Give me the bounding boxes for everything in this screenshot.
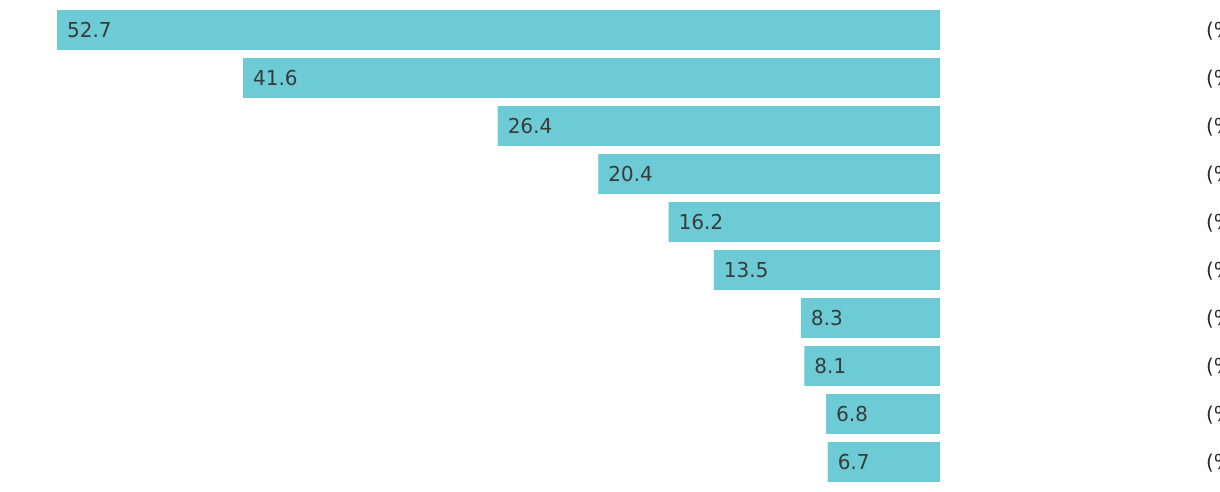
data-label: 20.4 [608, 162, 653, 186]
data-label: 41.6 [253, 66, 298, 90]
category-label: سلوفينيا (9.3%) [1206, 114, 1220, 138]
bar [57, 10, 940, 50]
data-label: 26.4 [508, 114, 553, 138]
category-label: المملكة المتحدة (2.9%) [1206, 306, 1220, 330]
category-label: إسبانيا (2.4%) [1206, 402, 1220, 427]
category-label: اليابان (2.9%) [1206, 354, 1220, 378]
bar [804, 346, 940, 386]
category-label: إيطاليا (7.2%) [1206, 162, 1220, 187]
data-label: 52.7 [67, 18, 112, 42]
bar [827, 442, 940, 482]
category-label: النمسا (2.4%) [1206, 450, 1220, 474]
category-label: الولايات المتحدة (18.6%) [1206, 18, 1220, 42]
bar [243, 58, 940, 98]
bar [713, 250, 940, 290]
category-label: فرنسا (4.8%) [1206, 258, 1220, 282]
bar [497, 106, 940, 146]
bar [826, 394, 940, 434]
data-label: 6.7 [838, 450, 870, 474]
category-label: الصين (5.7%) [1206, 210, 1220, 234]
category-label: ألمانيا (14.7%) [1206, 65, 1220, 90]
bar [668, 202, 940, 242]
data-label: 8.1 [814, 354, 846, 378]
data-label: 6.8 [836, 402, 868, 426]
data-label: 8.3 [811, 306, 843, 330]
data-label: 16.2 [679, 210, 724, 234]
data-label: 13.5 [724, 258, 769, 282]
bar [598, 154, 940, 194]
bar [800, 298, 940, 338]
